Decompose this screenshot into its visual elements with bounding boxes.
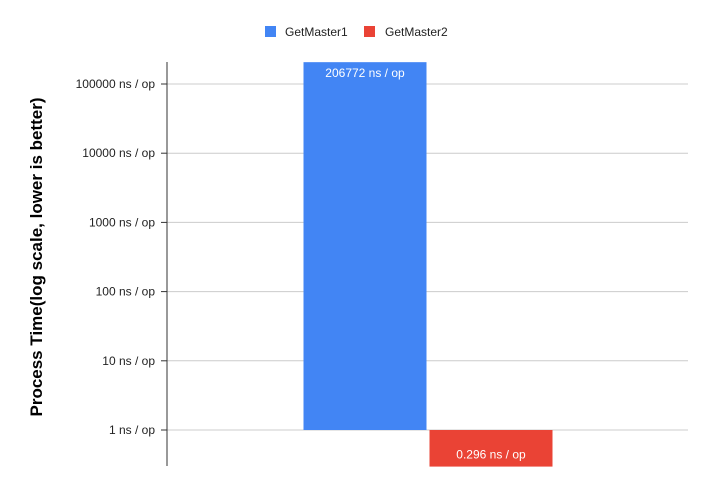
gridlines (167, 83, 688, 431)
y-tick-label: 100 ns / op (96, 285, 156, 299)
data-label-getmaster2: 0.296 ns / op (456, 448, 526, 462)
legend-swatch-getmaster1 (265, 26, 276, 37)
legend-label-getmaster2: GetMaster2 (385, 25, 448, 39)
legend-label-getmaster1: GetMaster1 (285, 25, 348, 39)
y-axis-ticks: 1 ns / op 10 ns / op 100 ns / op 1000 ns / … (76, 77, 167, 437)
bar-getmaster2 (429, 430, 553, 467)
y-tick-label: 1000 ns / op (89, 215, 155, 229)
y-axis-title: Process Time(log scale, lower is better) (27, 97, 46, 416)
y-tick-label: 10000 ns / op (82, 146, 155, 160)
y-tick-label: 100000 ns / op (76, 77, 156, 91)
data-label-getmaster1: 206772 ns / op (325, 66, 405, 80)
bar-getmaster1 (303, 62, 427, 431)
bars: 206772 ns / op 0.296 ns / op (303, 62, 553, 467)
legend-swatch-getmaster2 (364, 26, 375, 37)
y-tick-label: 10 ns / op (102, 354, 155, 368)
y-tick-label: 1 ns / op (109, 423, 155, 437)
legend: GetMaster1 GetMaster2 (265, 25, 448, 39)
